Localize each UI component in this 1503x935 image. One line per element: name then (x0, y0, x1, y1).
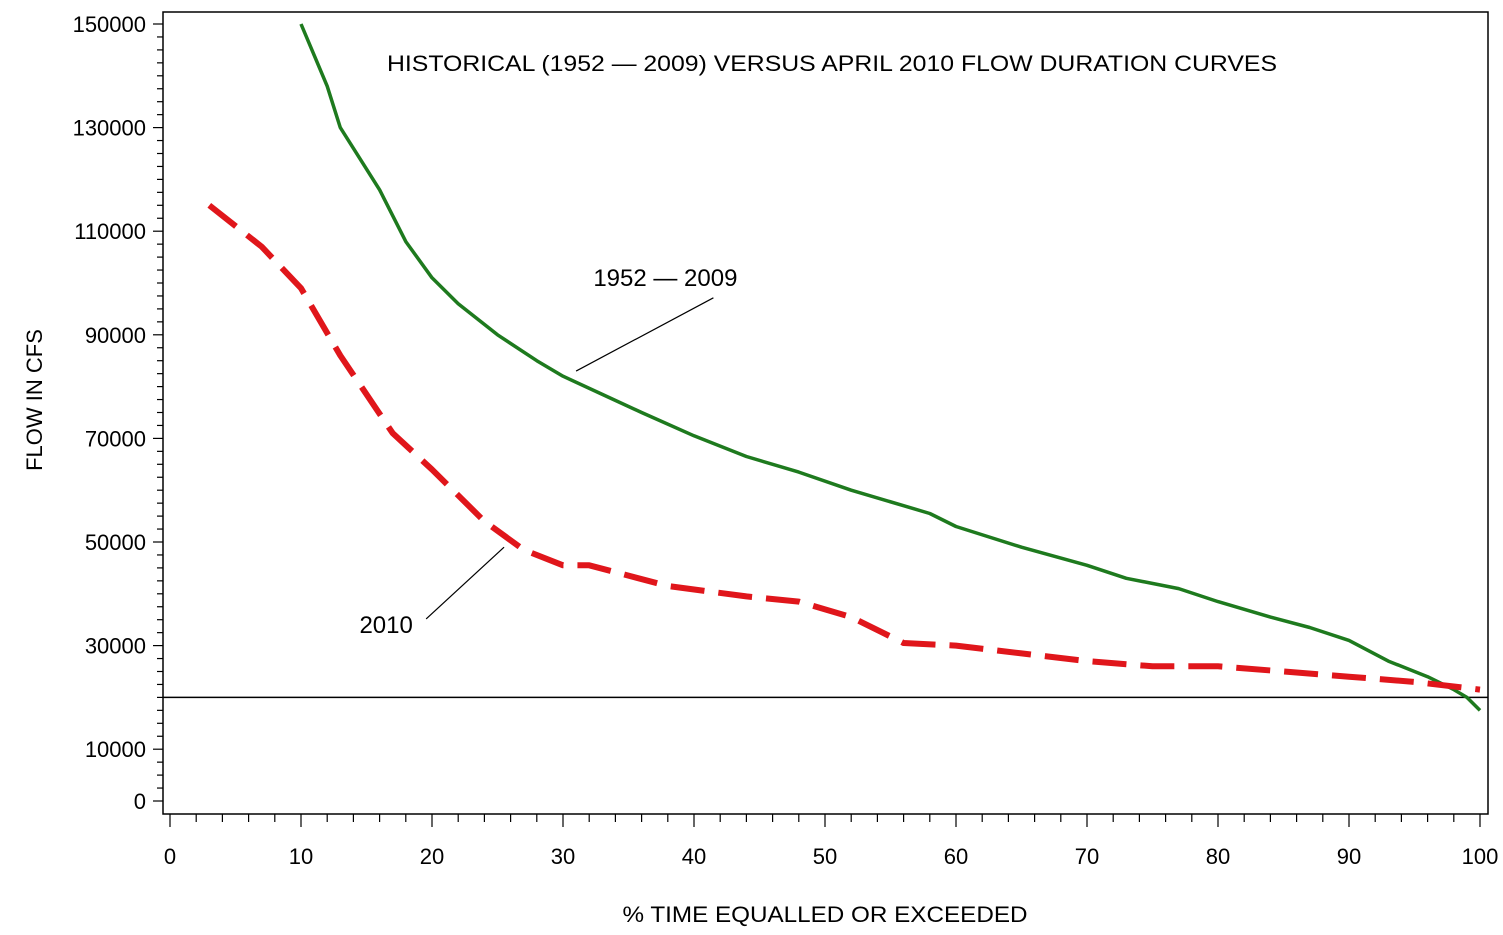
annotation-label-2: 2010 (359, 612, 412, 639)
y-tick-label: 50000 (85, 530, 146, 555)
y-tick-label: 30000 (85, 634, 146, 659)
y-tick-label: 70000 (85, 426, 146, 451)
x-tick-label: 10 (289, 844, 313, 869)
x-tick-label: 60 (944, 844, 968, 869)
y-tick-label: 10000 (85, 737, 146, 762)
x-axis-ticks: 0 10 20 30 40 50 60 70 80 90 100 (164, 814, 1498, 869)
x-tick-label: 90 (1337, 844, 1361, 869)
annotation-leader-1 (575, 297, 714, 372)
y-tick-label: 0 (134, 789, 146, 814)
y-tick-label: 130000 (73, 116, 146, 141)
chart-title: HISTORICAL (1952 — 2009) VERSUS APRIL 20… (387, 51, 1277, 76)
x-axis-title: % TIME EQUALLED OR EXCEEDED (623, 902, 1028, 927)
series-line-2 (207, 202, 1481, 693)
annotation-layer: 1952 — 2009 2010 (359, 265, 737, 639)
x-tick-label: 100 (1462, 844, 1499, 869)
series-layer (207, 23, 1482, 712)
x-tick-label: 80 (1206, 844, 1230, 869)
plot-frame (162, 11, 1489, 815)
x-tick-label: 50 (813, 844, 837, 869)
x-tick-label: 0 (164, 844, 176, 869)
x-tick-label: 40 (682, 844, 706, 869)
x-tick-label: 20 (420, 844, 444, 869)
x-tick-label: 70 (1075, 844, 1099, 869)
annotation-leader-2 (425, 546, 505, 620)
y-axis-title: FLOW IN CFS (22, 329, 47, 471)
annotation-label-1: 1952 — 2009 (593, 265, 737, 292)
y-axis-ticks: 0 10000 30000 50000 70000 90000 110000 130000 15… (73, 12, 163, 814)
y-tick-label: 90000 (85, 323, 146, 348)
y-tick-label: 110000 (74, 219, 146, 244)
x-tick-label: 30 (551, 844, 575, 869)
series-line-1 (299, 23, 1482, 712)
y-tick-label: 150000 (73, 12, 146, 37)
